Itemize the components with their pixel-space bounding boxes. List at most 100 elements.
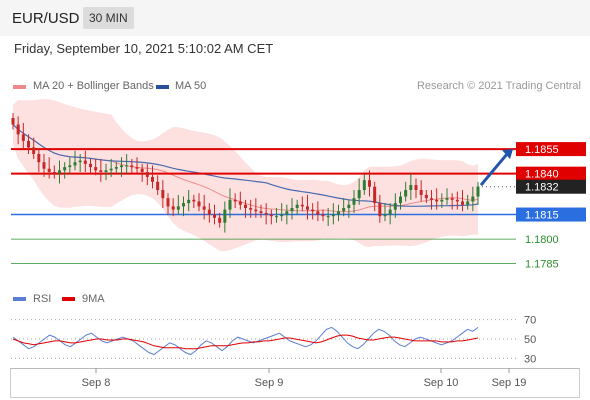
x-tick-label: Sep 9	[255, 377, 284, 389]
candle-body	[368, 180, 371, 187]
candle-body	[316, 211, 320, 215]
candle-body	[259, 211, 263, 213]
candle-body	[104, 170, 108, 172]
candle-body	[378, 203, 382, 217]
candle-body	[233, 199, 237, 202]
candle-body	[99, 170, 103, 172]
candle-body	[89, 163, 92, 168]
candle-body	[280, 214, 284, 217]
candle-body	[145, 172, 149, 177]
candle-body	[331, 214, 335, 217]
candle-body	[192, 199, 196, 202]
candle-body	[202, 206, 206, 210]
candle-body	[120, 165, 123, 168]
rsi-line	[12, 326, 479, 356]
candle-body	[228, 199, 232, 210]
ma-bb-legend-swatch	[13, 85, 26, 89]
candle-body	[362, 180, 366, 190]
candle-body	[151, 176, 154, 182]
candle-body	[471, 196, 475, 202]
candle-body	[445, 198, 449, 200]
rsi-legend-swatch	[13, 297, 26, 301]
rsi-level-label: 50	[524, 334, 536, 346]
candle-body	[321, 214, 325, 217]
candle-body	[342, 208, 346, 212]
candle-body	[135, 167, 139, 169]
candle-body	[73, 162, 77, 166]
candle-body	[125, 165, 129, 167]
price-level-label: 1.1832	[525, 182, 559, 194]
candle-body	[37, 154, 41, 163]
candle-body	[352, 198, 356, 205]
candle-body	[300, 204, 304, 207]
ma-bb-legend-label: MA 20 + Bollinger Bands	[33, 80, 154, 92]
candle-body	[461, 201, 464, 205]
ma50-legend-swatch	[156, 85, 169, 89]
candle-body	[264, 212, 268, 215]
candle-body	[94, 167, 98, 171]
candle-body	[223, 209, 227, 223]
candle-body	[187, 199, 191, 204]
candle-body	[52, 172, 56, 174]
candle-body	[399, 196, 402, 204]
candle-body	[249, 208, 253, 210]
candle-body	[68, 165, 72, 168]
candle-body	[244, 204, 247, 208]
time-axis-frame	[10, 368, 580, 398]
candle-body	[290, 208, 294, 212]
candle-body	[16, 124, 20, 135]
forecast-arrow-head	[502, 149, 513, 160]
candle-body	[182, 203, 185, 207]
price-level-label: 1.1785	[525, 259, 559, 271]
candle-body	[424, 194, 428, 199]
candle-body	[161, 190, 165, 199]
candle-body	[11, 118, 15, 125]
ma50-legend-label: MA 50	[175, 80, 207, 92]
timeframe-button[interactable]: 30 MIN	[83, 7, 134, 29]
candle-body	[47, 168, 51, 172]
candle-body	[83, 160, 87, 164]
candle-body	[419, 190, 423, 195]
candle-body	[357, 190, 361, 199]
level-tag-last	[516, 179, 586, 194]
candle-body	[218, 217, 222, 223]
candle-body	[311, 209, 315, 212]
x-tick-label: Sep 19	[492, 377, 527, 389]
level-tag-resistance	[516, 142, 586, 157]
candle-body	[176, 206, 180, 210]
candle-body	[140, 168, 144, 172]
candle-body	[455, 199, 459, 202]
candle-body	[109, 168, 113, 171]
candle-body	[450, 198, 454, 200]
rsi-level-label: 70	[524, 315, 536, 327]
forecast-arrow-shaft	[479, 153, 509, 187]
price-level-label: 1.1815	[525, 210, 559, 222]
candle-body	[393, 203, 397, 210]
candle-body	[435, 199, 439, 202]
candle-body	[58, 170, 61, 174]
candle-body	[337, 211, 340, 215]
candle-body	[238, 201, 242, 205]
symbol-label: EUR/USD	[12, 10, 80, 27]
candle-body	[466, 201, 470, 205]
candle-body	[326, 216, 330, 218]
candle-body	[476, 186, 480, 197]
rsi-level-label: 30	[524, 353, 536, 365]
copyright-label: Research © 2021 Trading Central	[416, 80, 581, 92]
candle-body	[27, 140, 30, 148]
candle-body	[213, 214, 216, 218]
candle-body	[171, 206, 175, 210]
candle-body	[114, 167, 118, 169]
candle-body	[373, 186, 377, 204]
price-level-label: 1.1855	[525, 144, 559, 156]
x-tick-label: Sep 10	[424, 377, 459, 389]
rsi-ma9-line	[12, 334, 479, 350]
candle-body	[269, 214, 273, 217]
candle-body	[430, 198, 433, 200]
candle-body	[275, 216, 278, 218]
level-tag-support	[516, 207, 586, 222]
candle-body	[78, 160, 82, 163]
rsi-legend-label: RSI	[33, 293, 52, 305]
candle-body	[254, 209, 258, 212]
candle-body	[440, 199, 444, 202]
